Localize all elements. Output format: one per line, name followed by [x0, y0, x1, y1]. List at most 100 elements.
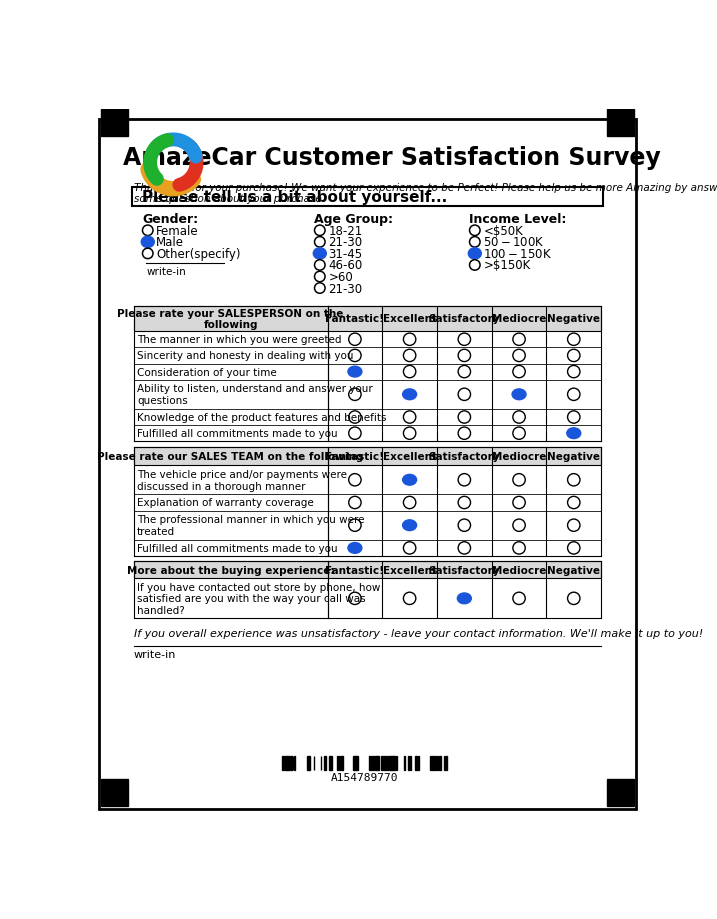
Text: $50-$100K: $50-$100K	[483, 236, 545, 249]
Text: More about the buying experience:: More about the buying experience:	[127, 565, 334, 575]
Bar	[408, 756, 409, 770]
Text: Satisfactory: Satisfactory	[429, 314, 500, 324]
Text: 21-30: 21-30	[328, 282, 363, 295]
Text: 21-30: 21-30	[328, 236, 363, 249]
Text: Fantastic!: Fantastic!	[326, 314, 384, 324]
Bar	[437, 756, 438, 770]
Bar	[371, 756, 374, 770]
Text: Male: Male	[156, 236, 184, 249]
Bar	[101, 779, 128, 806]
Text: Negative: Negative	[547, 314, 600, 324]
Text: Satisfactory: Satisfactory	[429, 451, 500, 461]
Bar	[134, 562, 601, 579]
Bar	[101, 110, 128, 137]
Ellipse shape	[468, 248, 481, 260]
Text: A154789770: A154789770	[331, 773, 399, 782]
Bar	[134, 380, 601, 410]
Bar	[432, 756, 434, 770]
Bar	[132, 188, 603, 207]
Ellipse shape	[403, 475, 417, 485]
Text: Negative: Negative	[547, 565, 600, 575]
Text: write-in: write-in	[134, 650, 176, 660]
Text: If you overall experience was unsatisfactory - leave your contact information. W: If you overall experience was unsatisfac…	[134, 628, 703, 638]
Text: Please rate your SALESPERSON on the
following: Please rate your SALESPERSON on the foll…	[118, 308, 344, 330]
Bar	[134, 511, 601, 540]
Bar	[313, 756, 314, 770]
Bar	[369, 756, 371, 770]
Bar	[325, 756, 326, 770]
Text: Excellent: Excellent	[383, 565, 437, 575]
Text: <$50K: <$50K	[483, 224, 523, 237]
Text: 46-60: 46-60	[328, 259, 363, 272]
Text: The professional manner in which you were
treated: The professional manner in which you wer…	[137, 515, 364, 537]
Text: Fulfilled all commitments made to you: Fulfilled all commitments made to you	[137, 543, 338, 553]
Bar	[384, 756, 386, 770]
Bar	[290, 756, 292, 770]
Text: 18-21: 18-21	[328, 224, 363, 237]
Bar	[418, 756, 419, 770]
Text: Please tell us a bit about yourself...: Please tell us a bit about yourself...	[143, 189, 447, 205]
Text: write-in: write-in	[146, 267, 186, 277]
Text: Thank you for your purchase! We want your experience to be Perfect! Please help : Thank you for your purchase! We want you…	[134, 183, 717, 204]
Ellipse shape	[141, 237, 154, 248]
Text: Knowledge of the product features and benefits: Knowledge of the product features and be…	[137, 413, 386, 423]
Ellipse shape	[457, 594, 471, 604]
Text: Satisfactory: Satisfactory	[429, 565, 500, 575]
Bar	[134, 348, 601, 364]
Bar	[390, 756, 393, 770]
Bar	[134, 494, 601, 511]
Ellipse shape	[348, 367, 362, 378]
Bar	[394, 756, 395, 770]
Ellipse shape	[512, 390, 526, 401]
Bar	[320, 756, 321, 770]
Text: Gender:: Gender:	[143, 213, 199, 226]
Bar	[134, 410, 601, 425]
Text: Mediocre: Mediocre	[492, 314, 546, 324]
Ellipse shape	[348, 543, 362, 554]
Bar	[134, 466, 601, 494]
Bar	[376, 756, 379, 770]
Text: >60: >60	[328, 271, 353, 284]
Ellipse shape	[403, 520, 417, 531]
Bar	[329, 756, 331, 770]
Text: Explanation of warranty coverage: Explanation of warranty coverage	[137, 498, 313, 508]
Text: Ability to listen, understand and answer your
questions: Ability to listen, understand and answer…	[137, 384, 373, 405]
Bar	[409, 756, 412, 770]
Text: Fantastic!: Fantastic!	[326, 565, 384, 575]
Text: Mediocre: Mediocre	[492, 565, 546, 575]
Bar	[375, 756, 376, 770]
Bar	[607, 779, 634, 806]
Bar	[134, 540, 601, 556]
Bar	[342, 756, 343, 770]
Bar	[387, 756, 388, 770]
Text: The manner in which you were greeted: The manner in which you were greeted	[137, 335, 341, 345]
Text: 31-45: 31-45	[328, 247, 363, 261]
Bar	[435, 756, 436, 770]
Bar	[282, 756, 284, 770]
Text: Other(specify): Other(specify)	[156, 247, 241, 261]
Bar	[294, 756, 295, 770]
Bar	[439, 756, 441, 770]
Text: Excellent: Excellent	[383, 314, 437, 324]
Text: The vehicle price and/or payments were
discussed in a thorough manner: The vehicle price and/or payments were d…	[137, 470, 347, 491]
Bar	[134, 448, 601, 466]
Bar	[415, 756, 417, 770]
Ellipse shape	[313, 248, 326, 260]
Bar	[331, 756, 332, 770]
Bar	[381, 756, 384, 770]
Bar	[446, 756, 447, 770]
Text: Income Level:: Income Level:	[470, 213, 566, 226]
Bar	[607, 110, 634, 137]
Bar	[337, 756, 338, 770]
Bar	[134, 425, 601, 442]
Bar	[353, 756, 355, 770]
Text: Consideration of your time: Consideration of your time	[137, 368, 277, 377]
Text: Fulfilled all commitments made to you: Fulfilled all commitments made to you	[137, 429, 338, 438]
Bar	[444, 756, 445, 770]
Bar	[134, 579, 601, 618]
Text: Excellent: Excellent	[383, 451, 437, 461]
Bar	[404, 756, 405, 770]
Text: $100-$150K: $100-$150K	[483, 247, 553, 261]
Bar	[134, 332, 601, 348]
Bar	[134, 364, 601, 380]
